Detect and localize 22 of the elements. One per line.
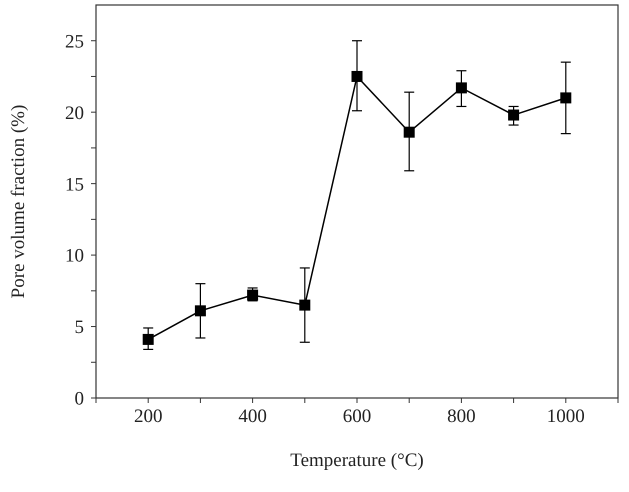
point [142,334,154,345]
point [299,300,310,311]
y-tick-label: 25 [65,31,84,52]
point [352,70,362,82]
x-tick-label: 1000 [546,406,585,427]
point [560,92,572,104]
y-tick-label: 20 [65,102,84,124]
point [404,126,415,138]
point [456,82,467,94]
x-tick-label: 200 [134,406,162,427]
point [194,305,206,316]
y-tick-label: 15 [65,174,84,196]
y-tick-label: 10 [65,246,84,267]
x-tick-label: 800 [447,406,476,427]
y-tick-label: 5 [74,317,84,338]
point [508,110,520,121]
x-tick-label: 600 [342,406,372,427]
y-axis-title: Pore volume fraction (%) [8,104,29,298]
x-axis-title: Temperature (°C) [290,450,424,471]
x-tick-label: 400 [238,406,267,427]
y-tick-label: 0 [74,388,84,410]
point [247,290,258,301]
